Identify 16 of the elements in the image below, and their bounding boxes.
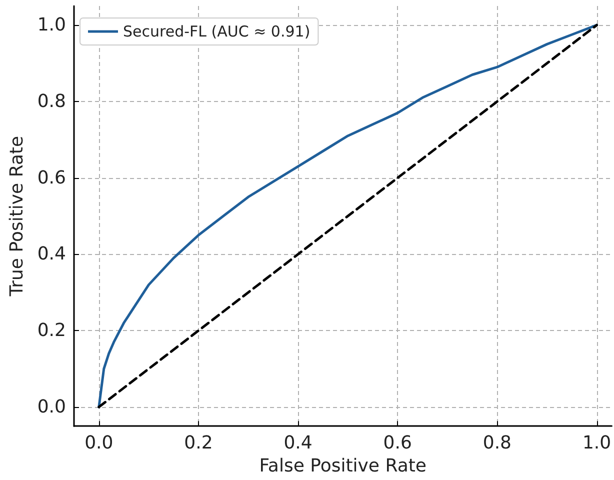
x-axis-title: False Positive Rate bbox=[259, 456, 426, 476]
x-tick-label: 0.0 bbox=[84, 432, 114, 454]
y-tick-label: 0.2 bbox=[37, 320, 66, 342]
x-tick-label: 0.8 bbox=[482, 432, 512, 454]
x-tick-label: 0.4 bbox=[284, 432, 312, 454]
x-tick-label: 0.2 bbox=[184, 432, 213, 454]
y-tick-label: 0.6 bbox=[37, 167, 66, 188]
y-tick-label: 0.4 bbox=[37, 244, 66, 265]
y-axis-title: True Positive Rate bbox=[6, 136, 28, 298]
y-tick-label: 1.0 bbox=[37, 14, 66, 36]
y-tick-label: 0.0 bbox=[37, 396, 66, 418]
x-tick-label: 1.0 bbox=[582, 432, 612, 454]
x-tick-label: 0.6 bbox=[383, 432, 412, 454]
y-tick-label: 0.8 bbox=[37, 90, 66, 112]
legend-label: Secured-FL (AUC ≈ 0.91) bbox=[123, 22, 310, 40]
line-series bbox=[98, 24, 598, 408]
